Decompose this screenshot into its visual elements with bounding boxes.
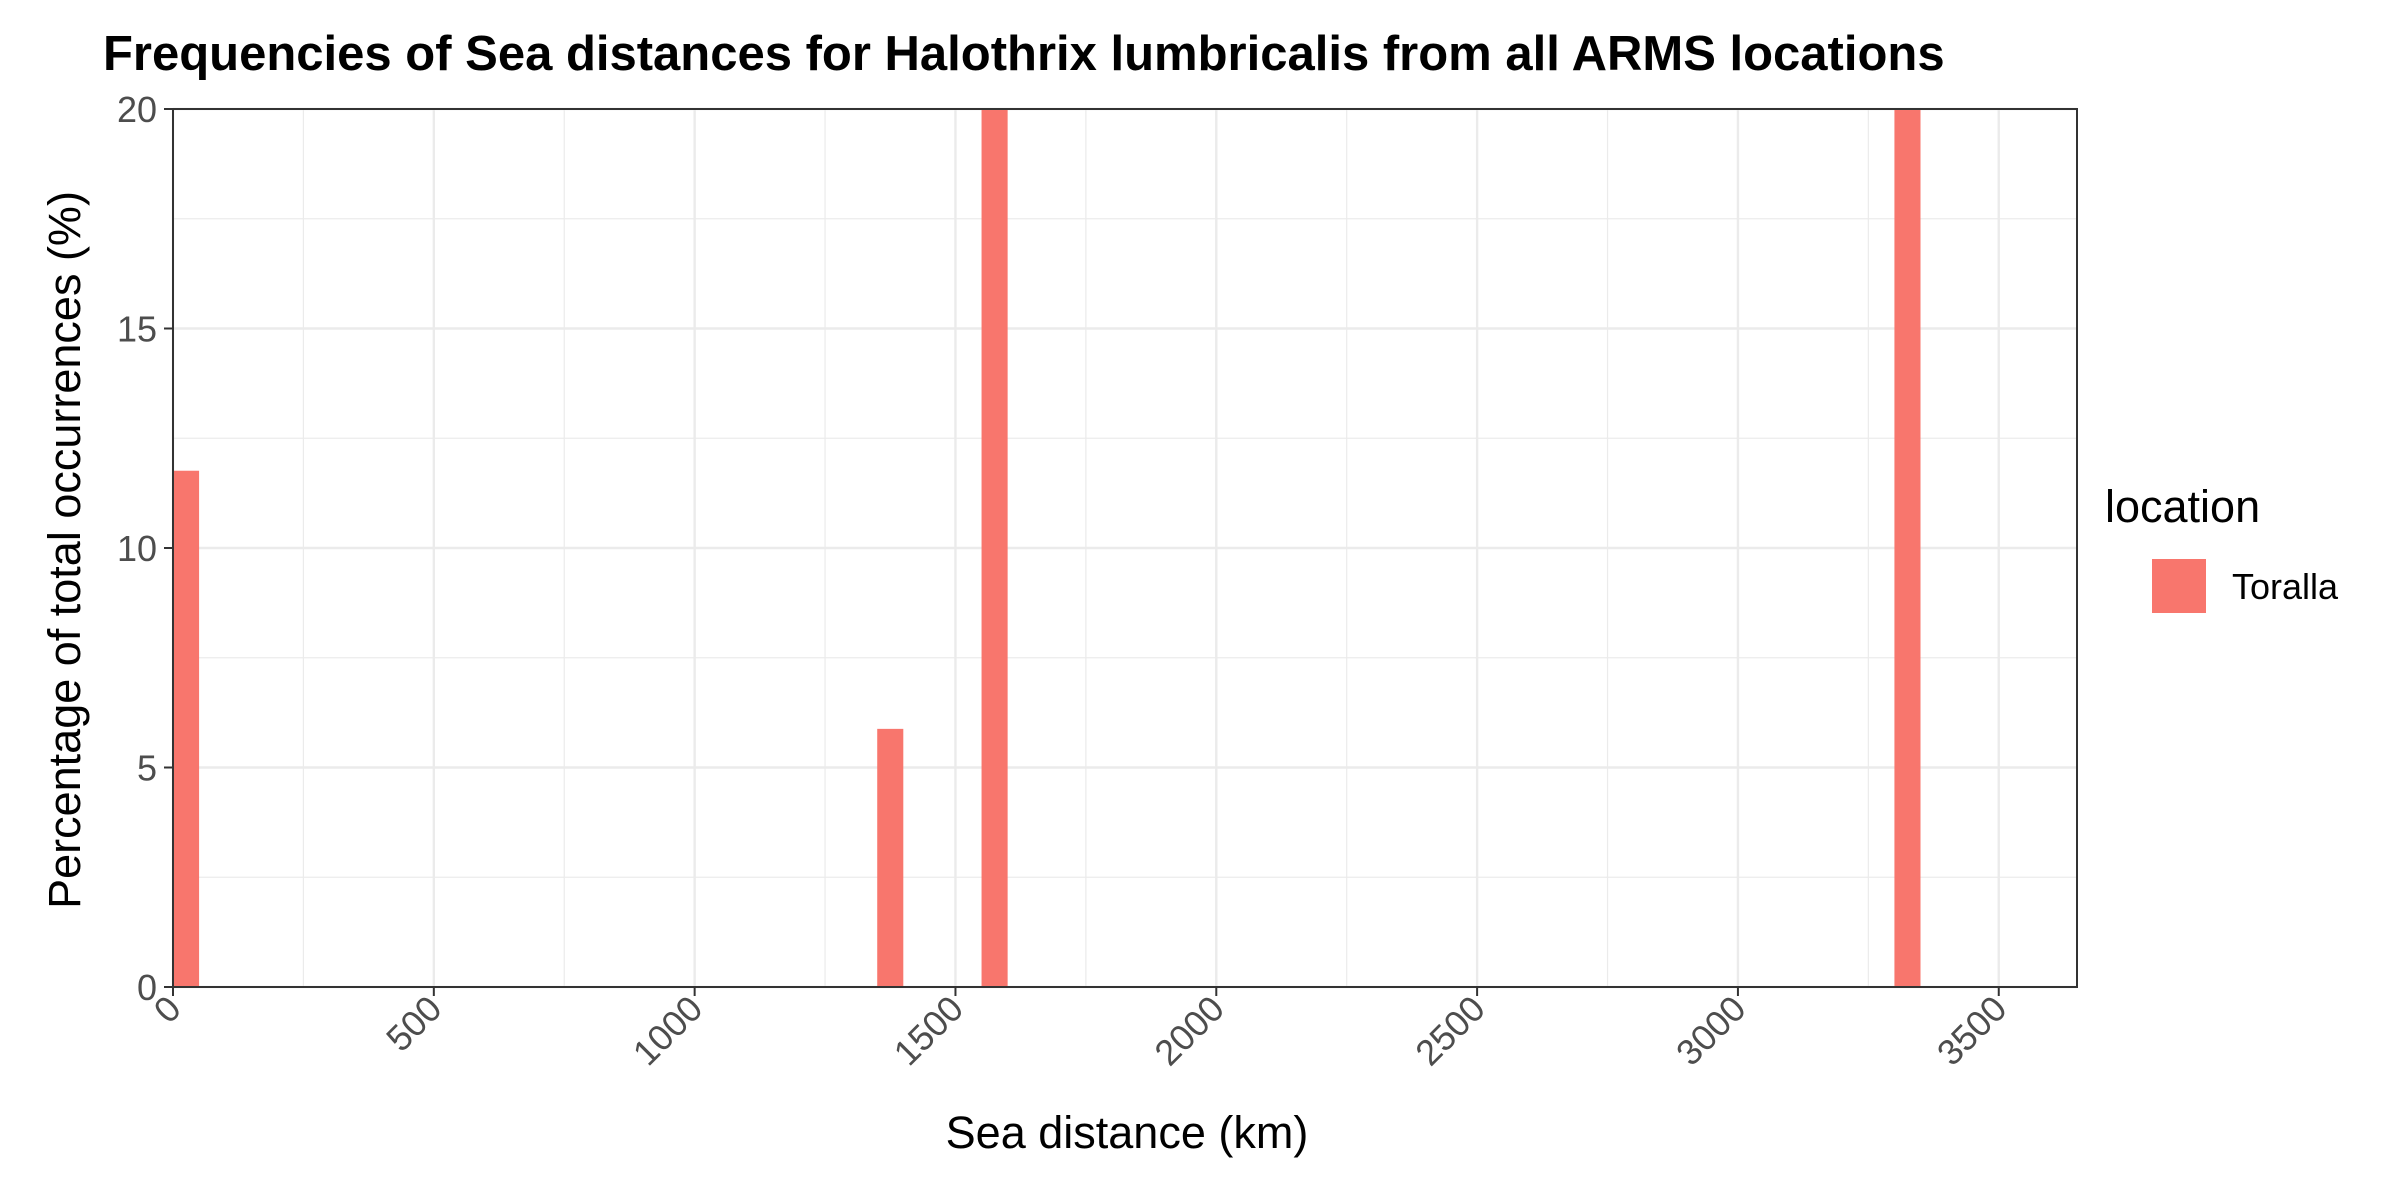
bar xyxy=(1894,109,1921,987)
y-axis: 0 5 10 15 20 xyxy=(117,89,173,1008)
bar xyxy=(173,470,200,988)
y-axis-title: Percentage of total occurrences (%) xyxy=(39,191,90,909)
bar xyxy=(877,728,904,987)
legend-key-toralla xyxy=(2152,559,2206,613)
y-tick-label: 5 xyxy=(137,748,157,789)
x-tick-label: 500 xyxy=(378,988,449,1059)
x-tick-label: 2500 xyxy=(1407,988,1493,1074)
x-tick-label: 1500 xyxy=(885,988,971,1074)
legend-title: location xyxy=(2105,481,2260,532)
legend: location Toralla xyxy=(2105,481,2339,613)
legend-label-toralla: Toralla xyxy=(2232,566,2339,607)
y-tick-label: 0 xyxy=(137,967,157,1008)
bar xyxy=(981,109,1008,987)
x-axis: 0 500 1000 1500 2000 2500 3000 3500 xyxy=(146,987,2015,1074)
x-axis-title: Sea distance (km) xyxy=(946,1107,1309,1158)
bars xyxy=(173,109,1921,988)
chart-title: Frequencies of Sea distances for Halothr… xyxy=(103,27,1945,81)
plot-area xyxy=(171,107,2078,989)
y-tick-label: 10 xyxy=(117,528,157,569)
x-tick-label: 3500 xyxy=(1929,988,2015,1074)
x-tick-label: 1000 xyxy=(625,988,711,1074)
y-tick-label: 15 xyxy=(117,309,157,350)
x-tick-label: 2000 xyxy=(1146,988,1232,1074)
x-tick-label: 3000 xyxy=(1668,988,1754,1074)
y-tick-label: 20 xyxy=(117,89,157,130)
